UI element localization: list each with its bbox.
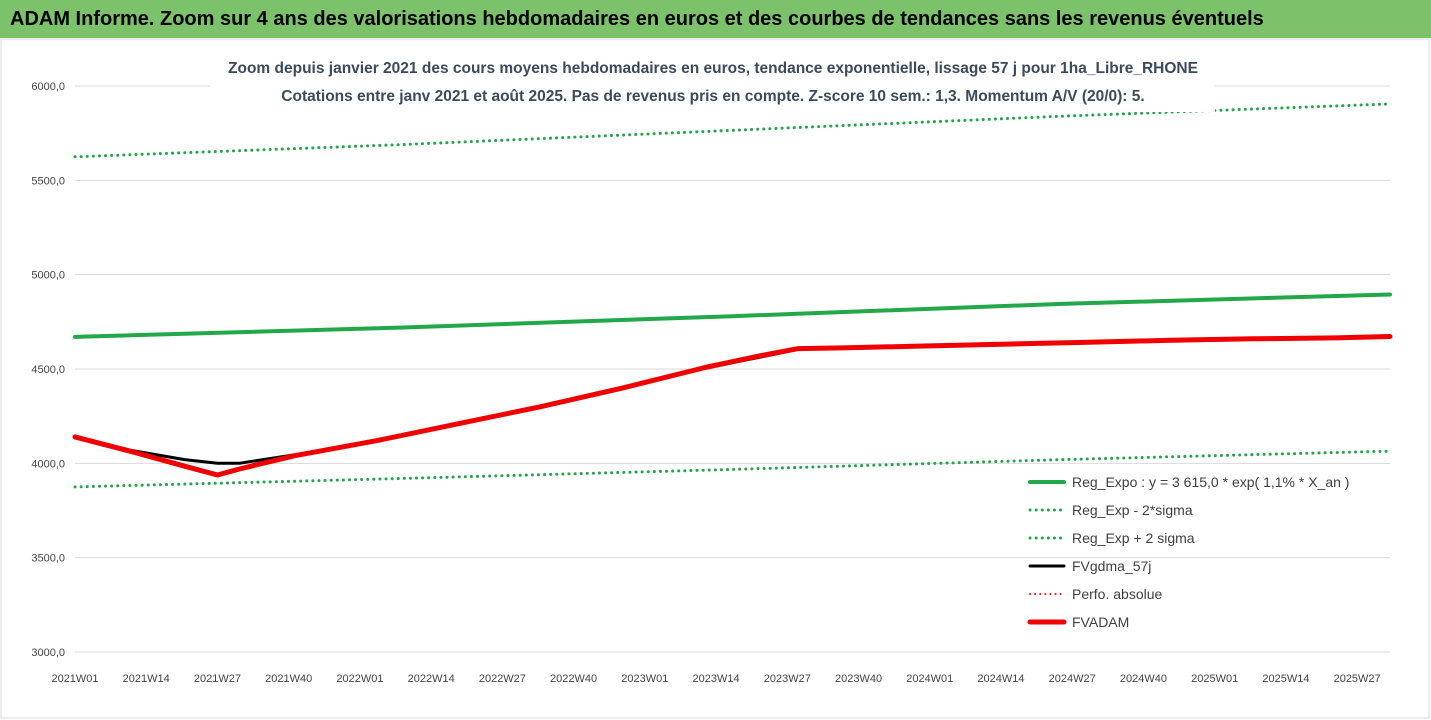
x-tick-label: 2025W27	[1334, 673, 1381, 685]
legend-label: Reg_Exp - 2*sigma	[1072, 502, 1193, 518]
x-tick-label: 2022W14	[408, 673, 455, 685]
legend-label: Reg_Expo : y = 3 615,0 * exp( 1,1% * X_a…	[1072, 474, 1349, 490]
x-tick-label: 2021W14	[123, 673, 170, 685]
x-tick-label: 2021W40	[265, 673, 312, 685]
legend-label: FVADAM	[1072, 614, 1129, 630]
subtitle-background	[210, 50, 1215, 112]
legend-label: Perfo. absolue	[1072, 586, 1162, 602]
plot-frame	[0, 38, 1430, 719]
x-tick-label: 2024W14	[977, 673, 1024, 685]
chart-subtitle-line-2: Cotations entre janv 2021 et août 2025. …	[281, 88, 1144, 105]
y-tick-label: 4500,0	[31, 364, 65, 376]
x-tick-label: 2024W27	[1049, 673, 1096, 685]
chart-subtitle-line-1: Zoom depuis janvier 2021 des cours moyen…	[228, 60, 1198, 77]
x-tick-label: 2023W40	[835, 673, 882, 685]
y-tick-label: 3500,0	[31, 553, 65, 565]
x-tick-label: 2025W01	[1191, 673, 1238, 685]
y-axis-ticks: 6000,0 5500,0 5000,0 4500,0 4000,0 3500,0 3000…	[31, 81, 65, 659]
legend-label: FVgdma_57j	[1072, 558, 1151, 574]
x-axis-ticks: 2021W01 2021W14 2021W27 2021W40 2022W01 2022W…	[51, 673, 1380, 685]
y-tick-label: 4000,0	[31, 458, 65, 470]
x-tick-label: 2023W14	[693, 673, 740, 685]
x-tick-label: 2023W01	[621, 673, 668, 685]
x-tick-label: 2022W40	[550, 673, 597, 685]
series-lines	[72, 102, 1393, 489]
x-tick-label: 2021W27	[194, 673, 241, 685]
y-tick-label: 5500,0	[31, 175, 65, 187]
x-tick-label: 2021W01	[51, 673, 98, 685]
y-tick-label: 6000,0	[31, 81, 65, 93]
legend-label: Reg_Exp + 2 sigma	[1072, 530, 1195, 546]
legend: Reg_Expo : y = 3 615,0 * exp( 1,1% * X_a…	[1027, 474, 1349, 630]
series-line	[73, 449, 1392, 489]
report-title: ADAM Informe. Zoom sur 4 ans des valoris…	[0, 0, 1431, 38]
x-tick-label: 2025W14	[1262, 673, 1309, 685]
x-tick-label: 2022W01	[336, 673, 383, 685]
series-line	[72, 334, 1393, 478]
chart: 6000,0 5500,0 5000,0 4500,0 4000,0 3500,0 3000…	[0, 38, 1430, 719]
x-tick-label: 2022W27	[479, 673, 526, 685]
x-tick-label: 2023W27	[764, 673, 811, 685]
y-tick-label: 5000,0	[31, 270, 65, 282]
x-tick-label: 2024W40	[1120, 673, 1167, 685]
x-tick-label: 2024W01	[906, 673, 953, 685]
y-tick-label: 3000,0	[31, 647, 65, 659]
series-line	[73, 292, 1392, 339]
series-line	[73, 102, 1392, 159]
gridlines	[75, 85, 1390, 653]
